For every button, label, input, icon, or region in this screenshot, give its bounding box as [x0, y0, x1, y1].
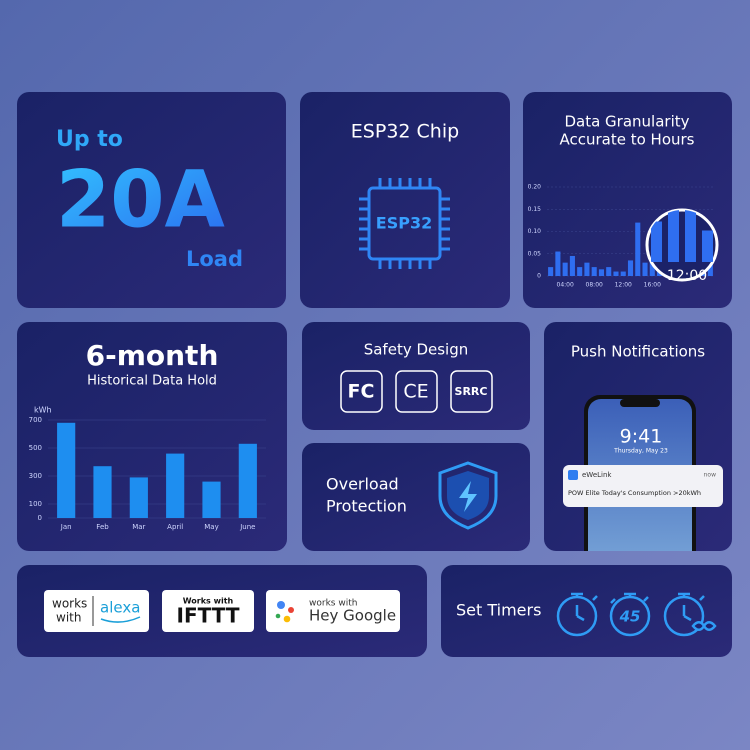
badge: SRRC	[455, 385, 488, 398]
bar	[635, 222, 641, 276]
chip-title: ESP32 Chip	[351, 121, 459, 143]
alexa-brand: alexa	[100, 599, 140, 617]
chip-icon	[359, 178, 450, 269]
bar	[620, 271, 626, 276]
bar	[238, 443, 257, 518]
tile	[302, 322, 530, 430]
notification-message: POW Elite Today's Consumption >20kWh	[568, 489, 701, 497]
x-tick-label: June	[239, 523, 255, 531]
load-big: 20A	[56, 155, 225, 245]
y-tick-label: 100	[29, 500, 42, 508]
x-tick-label: Jan	[60, 523, 72, 531]
push-title: Push Notifications	[571, 343, 705, 361]
alexa-smile	[100, 616, 141, 623]
x-tick-label: Mar	[132, 523, 145, 531]
timer-number: 45	[619, 608, 641, 626]
bar	[627, 260, 634, 276]
tile	[441, 565, 732, 657]
unit-label: kWh	[34, 406, 52, 415]
shield-icon	[438, 461, 498, 530]
y-tick-label: 500	[29, 444, 42, 452]
x-tick-label: May	[204, 523, 218, 531]
timer-icons	[556, 592, 717, 637]
badge-frames	[340, 370, 493, 413]
badge: CE	[403, 381, 428, 403]
y-tick-label: 0	[537, 273, 541, 280]
y-tick-label: 0.15	[528, 206, 542, 213]
tile	[300, 92, 510, 308]
google-brand: Hey Google	[309, 607, 396, 625]
notification	[563, 465, 723, 507]
badge: FC	[348, 381, 375, 403]
y-tick-label: 300	[29, 472, 42, 480]
bar	[606, 267, 612, 276]
bar	[57, 422, 76, 518]
granularity-chart: 0 0.05 0.10 0.15 0.20 04:00 08:00 12:00 16:00 12:…	[528, 184, 719, 289]
y-tick-label: 700	[29, 416, 42, 424]
history-title: 6-month	[86, 339, 219, 372]
overload-text: Overload	[326, 475, 399, 494]
tile	[17, 92, 286, 308]
x-tick-label: 04:00	[557, 282, 574, 289]
magnifier-label: 12:00	[667, 268, 707, 284]
magnified-bar	[651, 221, 662, 262]
timers-title: Set Timers	[456, 601, 541, 620]
notification-time: now	[704, 472, 716, 479]
google-dots	[275, 601, 294, 623]
bar	[129, 477, 148, 518]
y-tick-label: 0.20	[528, 184, 542, 191]
magnified-bar	[685, 210, 696, 262]
magnified-bars	[651, 210, 713, 262]
bar	[584, 262, 590, 276]
bar	[577, 267, 583, 276]
load-line1: Up to	[56, 127, 123, 152]
bar	[591, 267, 597, 276]
logo-box	[266, 590, 400, 632]
bar	[642, 262, 648, 276]
x-tick-label: 08:00	[586, 282, 603, 289]
ifttt-brand: IFTTT	[177, 604, 240, 628]
bar	[548, 267, 554, 276]
bar	[562, 262, 568, 276]
magnified-bar	[668, 210, 679, 262]
logo-box	[162, 590, 254, 632]
granularity-title: Accurate to Hours	[559, 131, 694, 149]
safety-title: Safety Design	[364, 341, 469, 359]
bar	[202, 481, 221, 518]
ifttt-top: Works with	[183, 597, 234, 606]
x-tick-label: April	[167, 523, 183, 531]
app-name: eWeLink	[582, 471, 612, 479]
alexa-line: works	[52, 597, 87, 611]
bar	[93, 466, 112, 518]
history-chart: 0 100 300 500 700 Jan Feb Mar April May June	[29, 416, 266, 531]
phone-date: Thursday, May 23	[613, 448, 668, 455]
y-tick-label: 0.10	[528, 228, 542, 235]
bar	[569, 255, 575, 276]
bar	[613, 271, 619, 276]
history-subtitle: Historical Data Hold	[87, 374, 217, 389]
x-tick-label: 12:00	[615, 282, 632, 289]
app-icon	[568, 470, 578, 480]
alexa-line: with	[56, 611, 81, 625]
y-tick-label: 0	[38, 514, 42, 522]
tile	[302, 443, 530, 551]
magnifier	[645, 208, 719, 282]
y-tick-label: 0.05	[528, 250, 542, 257]
bar	[555, 251, 561, 276]
magnified-bar	[702, 230, 713, 262]
bar	[166, 453, 185, 518]
x-tick-label: Feb	[96, 523, 109, 531]
granularity-title: Data Granularity	[564, 113, 689, 131]
overload-text: Protection	[326, 497, 407, 516]
x-tick-label: 16:00	[644, 282, 661, 289]
phone-time: 9:41	[620, 426, 663, 448]
load-line2: Load	[186, 247, 243, 271]
google-top: works with	[309, 599, 357, 609]
bar	[598, 269, 604, 276]
chip-label: ESP32	[376, 214, 432, 233]
